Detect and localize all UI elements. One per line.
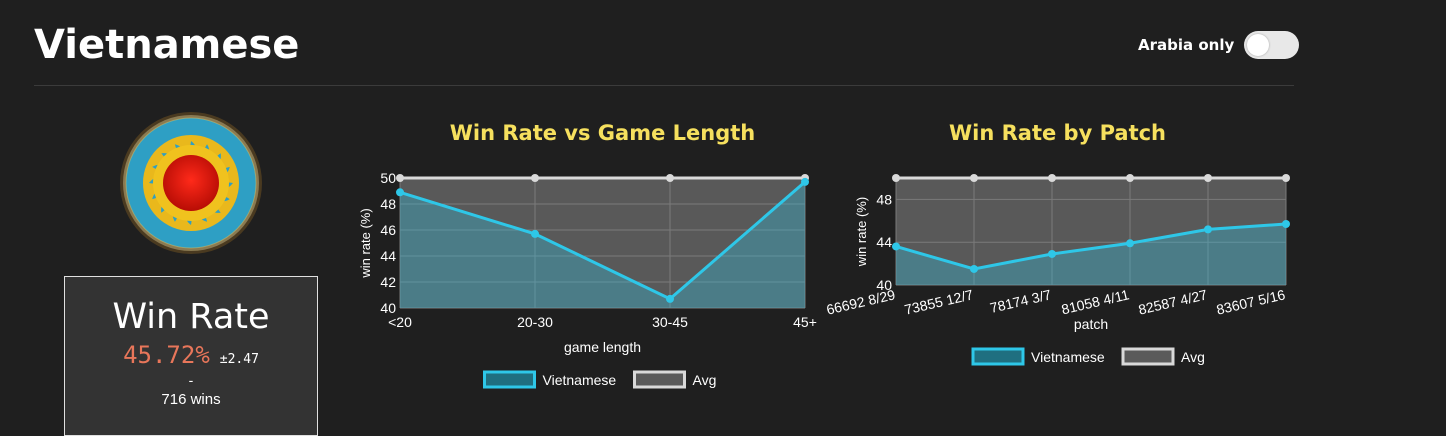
x-tick-label: 81058 4/11 [1060, 286, 1131, 317]
legend-swatch-vietnamese [971, 347, 1025, 366]
y-tick-label: 48 [380, 196, 396, 212]
y-axis-label: win rate (%) [854, 197, 869, 267]
point-vietnamese [666, 294, 674, 303]
x-tick-label: 20-30 [517, 314, 553, 330]
toggle-knob [1247, 34, 1270, 56]
series-line-vietnamese [399, 180, 806, 301]
legend-swatch-avg [633, 370, 686, 389]
point-avg [1282, 174, 1290, 182]
x-tick-label: 78174 3/7 [988, 286, 1052, 316]
point-avg [396, 174, 404, 182]
arabia-toggle-group: Arabia only [1138, 31, 1300, 59]
win-rate-value-row: 45.72% ±2.47 [65, 341, 317, 369]
point-vietnamese [1048, 249, 1056, 258]
point-avg [666, 174, 674, 182]
point-vietnamese [531, 229, 539, 238]
x-tick-label: 73855 12/7 [903, 286, 975, 317]
plot-area [400, 178, 805, 308]
y-tick-label: 48 [876, 191, 892, 207]
chart-title-patch: Win Rate by Patch [948, 121, 1167, 145]
y-axis-label: win rate (%) [358, 208, 373, 278]
point-avg [1048, 174, 1056, 182]
chart-title-game-length: Win Rate vs Game Length [449, 121, 756, 145]
toggle-label: Arabia only [1138, 36, 1235, 54]
point-vietnamese [396, 188, 404, 197]
x-tick-label: 82587 4/27 [1137, 286, 1209, 317]
series-area-vietnamese [400, 181, 805, 308]
win-count: 716 wins [161, 391, 221, 408]
x-tick-label: 30-45 [652, 314, 688, 330]
x-tick-label: 45+ [793, 314, 817, 330]
legend-label-vietnamese: Vietnamese [1031, 349, 1105, 365]
point-avg [1204, 174, 1212, 182]
point-vietnamese [1126, 239, 1134, 248]
point-avg [892, 174, 900, 182]
point-avg [1126, 174, 1134, 182]
win-rate-error: ±2.47 [219, 352, 259, 367]
win-rate-value: 45.72% [123, 341, 210, 369]
page-title: Vietnamese [34, 22, 300, 68]
y-tick-label: 44 [380, 248, 396, 264]
x-tick-label: <20 [388, 314, 412, 330]
plot-area [896, 178, 1286, 285]
patch-chart: 40 44 48 66692 8/29 73855 12/7 78174 3/7 81058… [825, 174, 1290, 366]
point-vietnamese [1204, 225, 1212, 234]
y-tick-label: 40 [876, 277, 892, 293]
legend-label-avg: Avg [1181, 349, 1205, 365]
point-vietnamese [1282, 220, 1290, 229]
vietnamese-emblem-icon [120, 112, 262, 254]
series-area-vietnamese [896, 224, 1286, 285]
win-rate-dash: - [188, 372, 194, 388]
x-axis-label: game length [564, 339, 641, 355]
y-tick-label: 50 [380, 170, 396, 186]
point-vietnamese [970, 264, 978, 273]
legend-label-avg: Avg [693, 372, 717, 388]
y-tick-label: 40 [380, 300, 396, 316]
point-vietnamese [801, 177, 809, 186]
arabia-only-toggle[interactable] [1244, 31, 1300, 59]
legend-swatch-avg [1121, 347, 1175, 366]
point-vietnamese [892, 242, 900, 251]
x-tick-label: 66692 8/29 [825, 286, 897, 317]
header-divider [34, 85, 1294, 86]
y-tick-label: 44 [876, 234, 892, 250]
x-axis-label: patch [1074, 316, 1108, 332]
point-avg [970, 174, 978, 182]
game-length-chart: 40 42 44 46 48 50 <20 20-30 30-45 45+ game length w… [358, 170, 817, 389]
y-tick-label: 42 [380, 274, 396, 290]
series-line-vietnamese [895, 222, 1287, 271]
win-rate-heading: Win Rate [112, 297, 270, 337]
y-tick-label: 46 [380, 222, 396, 238]
legend-swatch-vietnamese [483, 370, 536, 389]
legend-label-vietnamese: Vietnamese [543, 372, 617, 388]
x-tick-label: 83607 5/16 [1215, 286, 1287, 317]
win-rate-card: Win Rate 45.72% ±2.47 - 716 wins [64, 276, 318, 436]
point-avg [531, 174, 539, 182]
